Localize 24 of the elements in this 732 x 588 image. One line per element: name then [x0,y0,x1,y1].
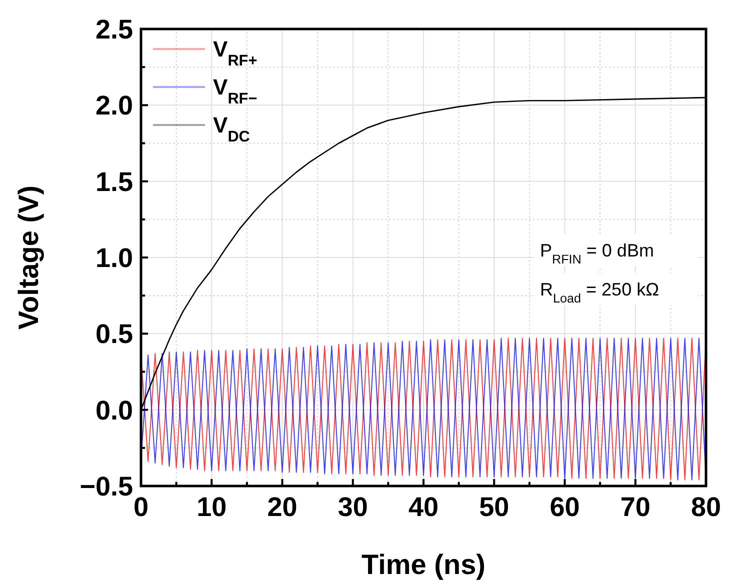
legend-label: V$_{DC}$ [213,112,250,146]
x-tick-label: 50 [479,492,510,522]
x-tick-label: 20 [267,492,298,522]
y-tick-label: 1.0 [95,242,133,273]
y-tick-label: 2.0 [95,90,133,121]
x-axis-title: Time (ns) [362,549,486,580]
line-series [141,338,706,480]
y-tick-label: 0.0 [95,395,133,426]
y-axis-title: Voltage (V) [13,185,44,330]
y-tick-label: 2.5 [95,14,133,44]
x-tick-label: 60 [550,492,580,522]
legend-label: V$_{RF−}$ [213,74,258,108]
x-tick-label: 70 [620,492,650,522]
x-tick-label: 0 [133,492,149,522]
x-tick-label: 30 [338,492,368,522]
y-tick-label: 0.5 [95,319,133,350]
y-tick-label: −0.5 [80,471,133,502]
y-tick-label: 1.5 [95,166,133,197]
annotation: P$_{RFIN}$ = 0 dBm [540,240,654,266]
legend-label: V$_{RF+}$ [213,36,258,70]
x-tick-label: 40 [408,492,439,522]
x-tick-label: 10 [196,492,227,522]
annotation: R$_{Load}$ = 250 kΩ [540,279,660,306]
x-tick-label: 80 [690,492,722,522]
